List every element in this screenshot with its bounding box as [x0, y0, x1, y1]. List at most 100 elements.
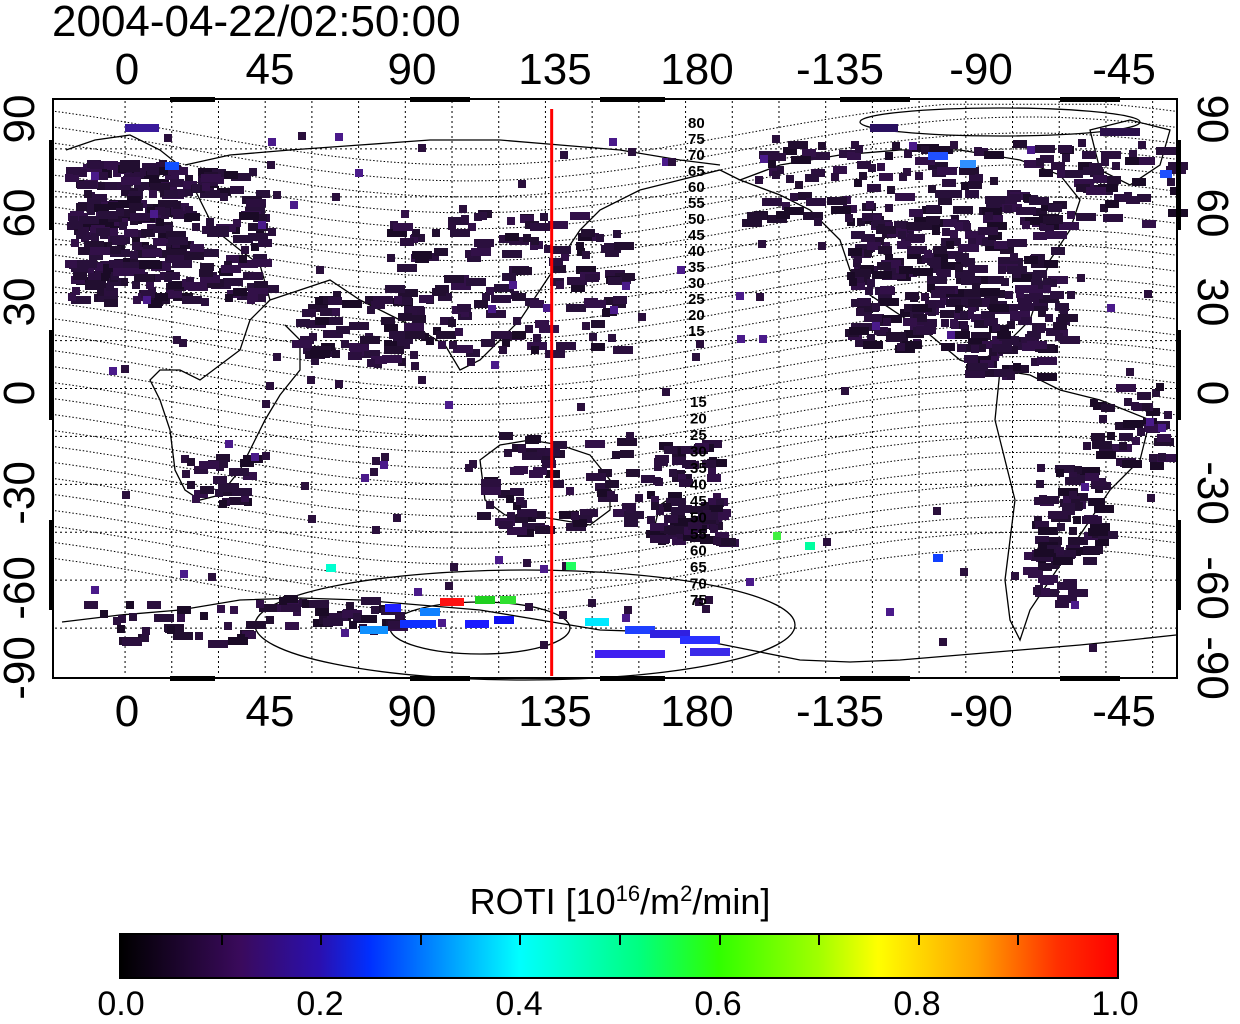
- roti-cell: [1095, 538, 1109, 546]
- lat-tick-right: 0: [1188, 380, 1237, 406]
- roti-cell: [541, 455, 555, 463]
- roti-cell: [1074, 466, 1082, 474]
- roti-cell: [266, 616, 274, 624]
- roti-cell: [886, 332, 906, 340]
- roti-cell: [450, 229, 470, 237]
- roti-cell: [201, 298, 209, 306]
- roti-cell: [1170, 187, 1178, 195]
- roti-cell: [410, 351, 418, 359]
- roti-cell: [626, 469, 640, 477]
- roti-cell: [323, 618, 343, 626]
- roti-cell: [194, 466, 208, 474]
- colorbar-tick-label: 0.8: [893, 985, 941, 1023]
- roti-cell: [1076, 213, 1096, 221]
- roti-cell: [662, 388, 670, 396]
- roti-cell: [507, 217, 515, 225]
- roti-cell: [444, 275, 464, 283]
- roti-cell: [544, 245, 552, 253]
- roti-cell: [166, 231, 186, 239]
- roti-cell: [941, 343, 955, 351]
- roti-cell: [971, 314, 985, 322]
- roti-cell: [491, 361, 499, 369]
- roti-cell: [241, 246, 249, 254]
- roti-cell: [867, 279, 875, 287]
- roti-cell: [798, 192, 812, 200]
- roti-cell: [946, 241, 954, 249]
- roti-cell: [230, 186, 244, 194]
- roti-cell: [307, 376, 315, 384]
- lat-tick-left: 90: [0, 94, 44, 144]
- colorbar-tick-label: 0.6: [694, 985, 742, 1023]
- roti-cell: [83, 232, 91, 240]
- mlat-label-north: 55: [688, 195, 705, 212]
- roti-cell: [668, 158, 676, 166]
- roti-cell: [1089, 498, 1103, 506]
- roti-cell: [218, 484, 238, 492]
- roti-cell: [341, 340, 349, 348]
- roti-cell: [982, 238, 996, 246]
- roti-cell: [703, 510, 711, 518]
- roti-cell: [548, 221, 568, 229]
- roti-cell: [992, 344, 1006, 352]
- roti-cell: [690, 534, 710, 542]
- roti-cell: [74, 265, 88, 273]
- roti-cell: [684, 527, 698, 535]
- roti-cell: [445, 582, 453, 590]
- roti-cell: [550, 480, 564, 488]
- roti-cell: [129, 613, 137, 621]
- roti-cell: [384, 324, 398, 332]
- roti-cell: [1023, 194, 1031, 202]
- roti-cell: [150, 183, 170, 191]
- roti-cell: [927, 284, 935, 292]
- frame-tick-bar: [1060, 676, 1120, 681]
- roti-cell: [978, 227, 998, 235]
- roti-cell: [872, 322, 880, 330]
- roti-cell: [776, 211, 790, 219]
- roti-cell: [903, 168, 911, 176]
- roti-cell: [1158, 424, 1166, 432]
- roti-cell: [158, 233, 172, 241]
- roti-cell: [766, 153, 786, 161]
- roti-cell: [994, 241, 1008, 249]
- roti-cell: [130, 213, 150, 221]
- roti-cell: [355, 169, 363, 177]
- roti-cell: [975, 174, 983, 182]
- roti-cell: [872, 271, 892, 279]
- roti-cell: [491, 295, 511, 303]
- roti-cell: [232, 488, 252, 496]
- roti-cell: [267, 161, 275, 169]
- roti-cell: [461, 215, 469, 223]
- roti-cell: [453, 345, 473, 353]
- roti-cell: [491, 331, 511, 339]
- roti-cell: [950, 230, 958, 238]
- mlat-label-north: 30: [688, 275, 705, 292]
- roti-cell: [1083, 557, 1097, 565]
- roti-cell: [1069, 491, 1077, 499]
- roti-cell: [482, 293, 490, 301]
- roti-cell: [315, 608, 329, 616]
- roti-cell: [91, 586, 99, 594]
- roti-cell: [122, 262, 142, 270]
- roti-cell: [1053, 557, 1073, 565]
- roti-cell: [1001, 278, 1009, 286]
- roti-cell: [199, 461, 219, 469]
- roti-cell: [849, 278, 857, 286]
- roti-cell: [76, 203, 90, 211]
- roti-cell: [230, 606, 238, 614]
- roti-cell: [79, 169, 87, 177]
- roti-cell: [186, 213, 200, 221]
- roti-cell: [803, 212, 823, 220]
- roti-cell: [512, 267, 532, 275]
- roti-cell: [1107, 432, 1115, 440]
- roti-cell: [157, 207, 165, 215]
- roti-cell: [917, 256, 925, 264]
- roti-cell: [68, 293, 76, 301]
- roti-cell: [113, 617, 121, 625]
- roti-cell: [335, 133, 343, 141]
- mlat-label-north: 50: [688, 211, 705, 228]
- roti-cell: [109, 260, 123, 268]
- roti-cell: [947, 331, 955, 339]
- roti-cell: [897, 343, 905, 351]
- roti-cell: [1075, 502, 1083, 510]
- roti-cell: [253, 254, 267, 262]
